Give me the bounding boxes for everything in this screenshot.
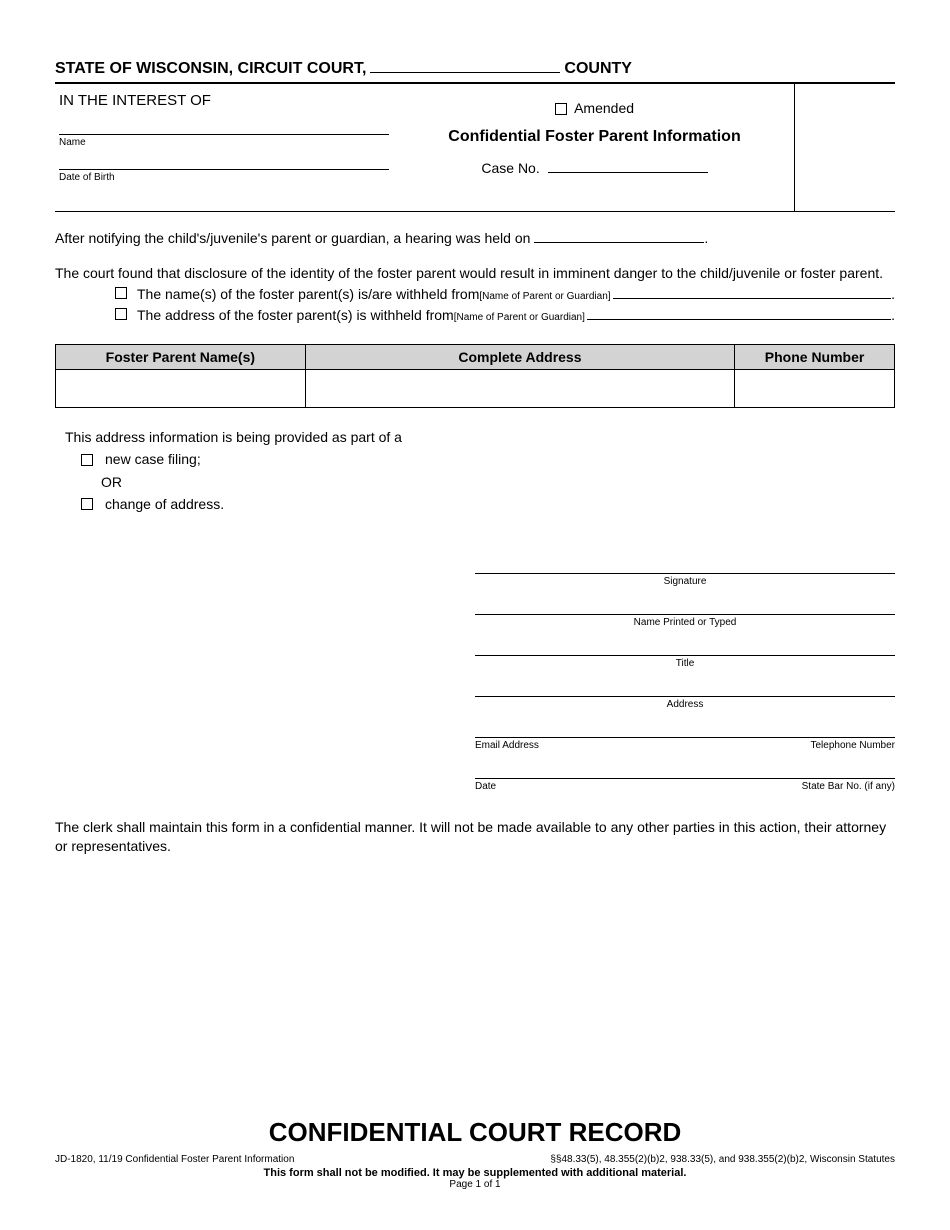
name-printed-caption: Name Printed or Typed	[475, 617, 895, 628]
withhold-name-blank[interactable]	[613, 298, 892, 299]
table-header-name: Foster Parent Name(s)	[56, 345, 306, 370]
email-caption: Email Address	[475, 740, 539, 751]
name-printed-line[interactable]	[475, 597, 895, 615]
amended-checkbox[interactable]	[555, 103, 567, 115]
case-caption-right	[795, 84, 895, 211]
title-caption: Title	[475, 658, 895, 669]
case-no-label: Case No.	[481, 160, 539, 176]
withhold-name-text: The name(s) of the foster parent(s) is/a…	[137, 284, 479, 305]
name-input-line[interactable]	[59, 133, 389, 135]
footer: CONFIDENTIAL COURT RECORD JD-1820, 11/19…	[55, 1117, 895, 1190]
withhold-address-blank[interactable]	[587, 319, 891, 320]
provided-intro: This address information is being provid…	[65, 426, 895, 448]
county-blank[interactable]	[370, 72, 560, 73]
table-cell-name[interactable]	[56, 370, 306, 408]
date-caption: Date	[475, 781, 496, 792]
form-title: Confidential Foster Parent Information	[395, 128, 794, 146]
hearing-suffix: .	[704, 230, 708, 246]
signature-caption: Signature	[475, 576, 895, 587]
hearing-paragraph: After notifying the child's/juvenile's p…	[55, 228, 895, 249]
withhold-name-checkbox[interactable]	[115, 287, 127, 299]
hearing-prefix: After notifying the child's/juvenile's p…	[55, 230, 534, 246]
change-address-checkbox[interactable]	[81, 498, 93, 510]
phone-caption: Telephone Number	[811, 740, 896, 751]
withhold-name-row: The name(s) of the foster parent(s) is/a…	[55, 284, 895, 305]
foster-parent-table: Foster Parent Name(s) Complete Address P…	[55, 344, 895, 408]
withhold-address-row: The address of the foster parent(s) is w…	[55, 305, 895, 326]
amended-row: Amended	[395, 100, 794, 116]
withhold-address-checkbox[interactable]	[115, 308, 127, 320]
modify-text: This form shall not be modified. It may …	[55, 1167, 895, 1179]
table-header-phone: Phone Number	[735, 345, 895, 370]
case-caption-left: IN THE INTEREST OF Name Date of Birth Am…	[55, 84, 795, 211]
change-address-label: change of address.	[105, 493, 224, 515]
table-header-address: Complete Address	[305, 345, 734, 370]
case-no-row: Case No.	[395, 160, 794, 176]
form-title-block: Amended Confidential Foster Parent Infor…	[395, 92, 794, 203]
statutes: §§48.33(5), 48.355(2)(b)2, 938.33(5), an…	[550, 1154, 895, 1165]
new-case-row: new case filing;	[65, 448, 895, 470]
address-line[interactable]	[475, 679, 895, 697]
change-address-row: change of address.	[65, 493, 895, 515]
table-cell-phone[interactable]	[735, 370, 895, 408]
interest-block: IN THE INTEREST OF Name Date of Birth	[55, 92, 395, 203]
clerk-paragraph: The clerk shall maintain this form in a …	[55, 818, 895, 857]
parent-caption-1: [Name of Parent or Guardian]	[479, 289, 610, 304]
period-1: .	[891, 284, 895, 305]
case-caption-section: IN THE INTEREST OF Name Date of Birth Am…	[55, 84, 895, 212]
new-case-label: new case filing;	[105, 448, 201, 470]
or-text: OR	[65, 471, 895, 493]
parent-caption-2: [Name of Parent or Guardian]	[454, 310, 585, 325]
interest-label: IN THE INTEREST OF	[59, 92, 395, 109]
withholding-block: The court found that disclosure of the i…	[55, 263, 895, 326]
email-phone-line[interactable]	[475, 720, 895, 738]
date-bar-line[interactable]	[475, 761, 895, 779]
state-text: STATE OF WISCONSIN, CIRCUIT COURT,	[55, 60, 366, 78]
signature-section: Signature Name Printed or Typed Title Ad…	[475, 556, 895, 792]
amended-label: Amended	[574, 100, 634, 116]
new-case-checkbox[interactable]	[81, 454, 93, 466]
address-caption: Address	[475, 699, 895, 710]
provided-block: This address information is being provid…	[55, 426, 895, 516]
disclosure-text: The court found that disclosure of the i…	[55, 263, 895, 284]
page-text: Page 1 of 1	[55, 1179, 895, 1190]
confidential-title: CONFIDENTIAL COURT RECORD	[55, 1117, 895, 1148]
case-no-blank[interactable]	[548, 172, 708, 173]
signature-line[interactable]	[475, 556, 895, 574]
email-phone-row: Email Address Telephone Number	[475, 740, 895, 751]
court-header: STATE OF WISCONSIN, CIRCUIT COURT, COUNT…	[55, 60, 895, 84]
dob-input-line[interactable]	[59, 168, 389, 170]
dob-caption: Date of Birth	[59, 172, 395, 183]
bar-caption: State Bar No. (if any)	[802, 781, 895, 792]
name-caption: Name	[59, 137, 395, 148]
period-2: .	[891, 305, 895, 326]
withhold-address-text: The address of the foster parent(s) is w…	[137, 305, 454, 326]
title-line[interactable]	[475, 638, 895, 656]
form-id: JD-1820, 11/19 Confidential Foster Paren…	[55, 1154, 294, 1165]
table-cell-address[interactable]	[305, 370, 734, 408]
date-bar-row: Date State Bar No. (if any)	[475, 781, 895, 792]
hearing-date-blank[interactable]	[534, 242, 704, 243]
table-row	[56, 370, 895, 408]
footer-meta-row: JD-1820, 11/19 Confidential Foster Paren…	[55, 1154, 895, 1165]
county-text: COUNTY	[564, 60, 632, 78]
